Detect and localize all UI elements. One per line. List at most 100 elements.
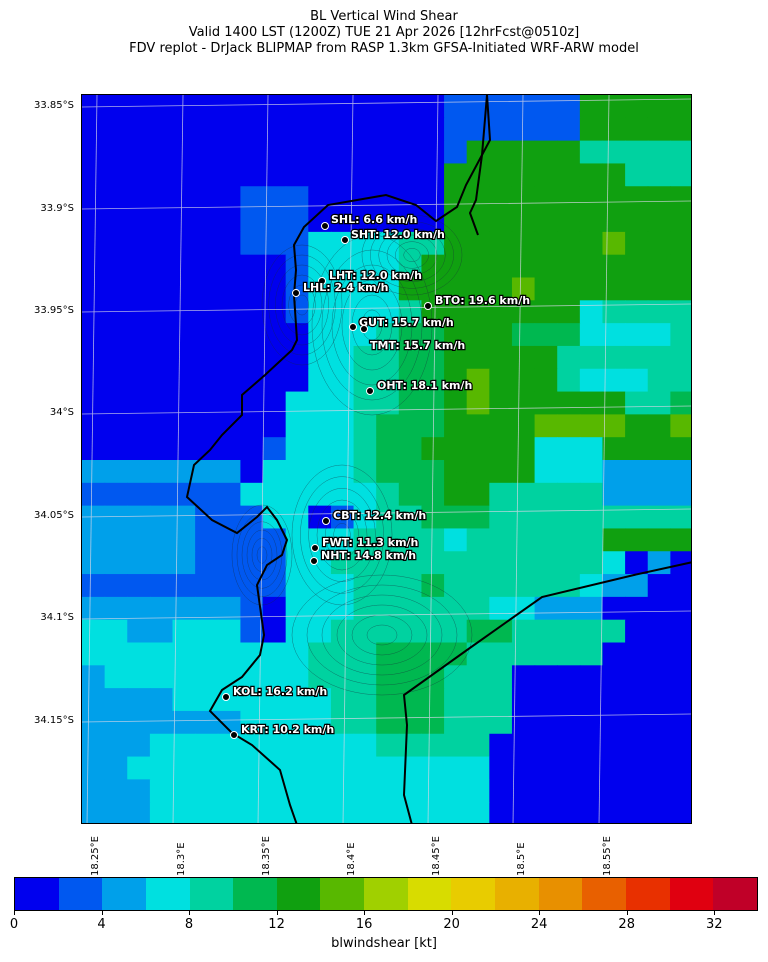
shear-cell [647, 460, 671, 484]
shear-cell [376, 619, 400, 644]
colorbar-swatch [15, 878, 59, 910]
shear-cell [511, 482, 536, 507]
shear-cell [330, 665, 355, 689]
shear-cell [625, 231, 649, 256]
station-sht[interactable]: SHT: 12.0 km/h [341, 227, 446, 244]
station-krt[interactable]: KRT: 10.2 km/h [230, 722, 335, 739]
shear-cell [330, 95, 355, 119]
station-bto[interactable]: BTO: 19.6 km/h [424, 293, 531, 310]
shear-cell [511, 323, 536, 347]
station-marker[interactable] [311, 544, 319, 552]
shear-cell [285, 688, 309, 712]
shear-cell [353, 688, 377, 712]
shear-cell [149, 710, 174, 735]
shear-cell [308, 482, 332, 507]
shear-cell [625, 437, 649, 461]
shear-cell [579, 117, 604, 142]
station-kol[interactable]: KOL: 16.2 km/h [222, 684, 328, 701]
shear-cell [82, 505, 106, 530]
shear-cell [330, 300, 355, 324]
shear-cell [398, 688, 423, 712]
station-lhl[interactable]: LHL: 2.4 km/h [292, 280, 390, 297]
graticule-line [342, 95, 354, 823]
shear-cell [421, 619, 445, 644]
station-marker[interactable] [230, 731, 238, 739]
station-oht[interactable]: OHT: 18.1 km/h [366, 378, 473, 395]
shear-cell [308, 391, 332, 415]
shear-cell [217, 95, 242, 119]
wind-shear-map[interactable]: SHL: 6.6 km/h SHT: 12.0 km/h LHT: 12.0 km/… [81, 94, 692, 824]
shear-cell [398, 140, 423, 165]
shear-cell [444, 482, 468, 507]
graticule-line [82, 405, 691, 415]
station-nht[interactable]: NHT: 14.8 km/h [310, 548, 417, 565]
station-lht[interactable]: LHT: 12.0 km/h [318, 268, 423, 285]
station-label: LHT: 12.0 km/h [329, 269, 422, 282]
shear-cell [625, 505, 649, 530]
longitude-label: 18.45°E [431, 836, 442, 876]
station-marker[interactable] [292, 289, 300, 297]
station-fwt[interactable]: FWT: 11.3 km/h [311, 535, 420, 552]
station-marker[interactable] [310, 557, 318, 565]
station-marker[interactable] [366, 387, 374, 395]
shear-cell [149, 596, 174, 621]
shear-cell [285, 345, 309, 370]
shear-cell [489, 231, 513, 256]
station-marker[interactable] [318, 277, 326, 285]
shear-cell [217, 665, 242, 689]
shear-cell [263, 414, 287, 438]
shear-cell [670, 642, 691, 666]
station-marker[interactable] [341, 236, 349, 244]
shear-cell [557, 665, 581, 689]
shear-cell [308, 437, 332, 461]
shear-cell [421, 779, 445, 803]
shear-cell [240, 368, 264, 393]
station-marker[interactable] [360, 325, 368, 333]
station-marker[interactable] [424, 302, 432, 310]
shear-cell [557, 368, 581, 393]
shear-cell [127, 756, 151, 780]
station-marker[interactable] [321, 222, 329, 230]
shear-cell [240, 391, 264, 415]
shear-cell [353, 323, 377, 347]
shear-cell [217, 140, 242, 165]
shear-cell [217, 528, 242, 552]
station-marker[interactable] [349, 323, 357, 331]
shear-cell [534, 254, 558, 279]
shear-cell [625, 277, 649, 301]
shear-cell [195, 505, 219, 530]
shear-cell [557, 209, 581, 233]
shear-cell [557, 437, 581, 461]
shear-cell [489, 368, 513, 393]
shear-cell [625, 414, 649, 438]
shear-cell [444, 779, 468, 803]
shear-cell [421, 117, 445, 142]
shear-cell [421, 756, 445, 780]
shear-cell [330, 779, 355, 803]
station-tmt[interactable]: TMT: 15.7 km/h [360, 325, 466, 353]
shear-cell [104, 596, 128, 621]
station-marker[interactable] [222, 693, 230, 701]
shear-cell [285, 733, 309, 758]
station-gut[interactable]: GUT: 15.7 km/h [349, 315, 455, 331]
shear-cell [534, 596, 558, 621]
shear-cell [195, 733, 219, 758]
shear-cell [195, 231, 219, 256]
shear-cell [308, 254, 332, 279]
shear-cell [195, 277, 219, 301]
station-cbt[interactable]: CBT: 12.4 km/h [322, 508, 427, 525]
station-shl[interactable]: SHL: 6.6 km/h [321, 212, 419, 230]
terrain-contour [281, 274, 323, 336]
shear-cell [444, 209, 468, 233]
terrain-contour [321, 594, 443, 676]
shear-cell [240, 95, 264, 119]
shear-cell [444, 95, 468, 119]
shear-cell [149, 733, 174, 758]
shear-cell [172, 163, 196, 187]
shear-cell [217, 368, 242, 393]
shear-cell [602, 345, 626, 370]
shear-cell [82, 437, 106, 461]
shear-cell [172, 323, 196, 347]
station-marker[interactable] [322, 517, 330, 525]
shear-cell [172, 505, 196, 530]
